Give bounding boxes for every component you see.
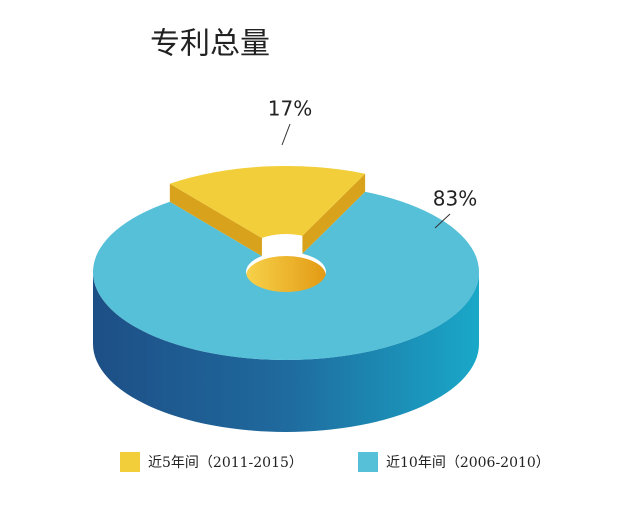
legend-swatch bbox=[358, 452, 378, 472]
pie-slice-face bbox=[302, 173, 366, 254]
leader-line bbox=[434, 213, 451, 229]
pie-slice-face bbox=[169, 183, 262, 257]
leader-line bbox=[281, 123, 291, 146]
legend-swatch bbox=[120, 452, 140, 472]
pie-hole bbox=[246, 256, 326, 296]
value-label: 83% bbox=[433, 187, 477, 211]
pie-slice bbox=[93, 191, 480, 360]
legend-label: 近10年间（2006-2010） bbox=[386, 455, 550, 471]
pie-side bbox=[93, 272, 479, 432]
value-label: 17% bbox=[268, 97, 312, 121]
legend-label: 近5年间（2011-2015） bbox=[148, 455, 303, 471]
pie-slice bbox=[169, 165, 366, 239]
chart-title: 专利总量 bbox=[150, 27, 270, 62]
